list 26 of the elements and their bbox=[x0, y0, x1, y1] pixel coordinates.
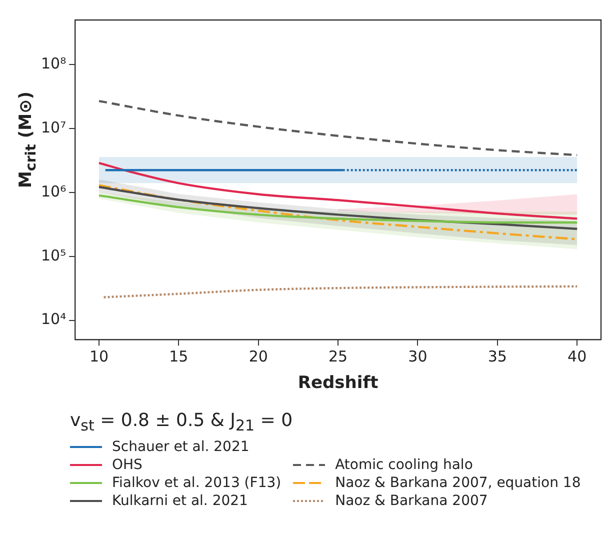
x-axis-title: Redshift bbox=[298, 373, 378, 394]
y-tick-label: 10⁸ bbox=[40, 54, 66, 73]
line-series bbox=[98, 186, 578, 230]
x-tick-label: 15 bbox=[169, 347, 188, 366]
legend-label: Atomic cooling halo bbox=[335, 456, 473, 473]
legend-label: OHS bbox=[112, 456, 142, 473]
x-tick-label: 35 bbox=[488, 347, 507, 366]
line-series bbox=[98, 162, 578, 220]
y-tick-label: 10⁴ bbox=[40, 310, 66, 328]
x-tick-label: 40 bbox=[568, 347, 587, 366]
legend-title: v$_{st}$ = 0.8 ± 0.5 & J$_{21}$ = 0 bbox=[70, 410, 294, 435]
x-tick-label: 25 bbox=[328, 347, 348, 366]
legend-label: Schauer et al. 2021 bbox=[112, 438, 250, 455]
y-tick-label: 10⁵ bbox=[40, 246, 66, 264]
legend-label: Naoz & Barkana 2007, equation 18 bbox=[335, 474, 581, 491]
legend-label: Fialkov et al. 2013 (F13) bbox=[112, 474, 282, 491]
legend-label: Kulkarni et al. 2021 bbox=[112, 492, 248, 509]
line-series bbox=[98, 194, 578, 224]
x-tick-label: 10 bbox=[89, 347, 109, 366]
line-series bbox=[102, 285, 578, 298]
legend-label: Naoz & Barkana 2007 bbox=[335, 492, 488, 509]
x-tick-label: 20 bbox=[248, 347, 268, 366]
y-tick-label: 10⁶ bbox=[40, 182, 66, 200]
x-tick-label: 30 bbox=[408, 347, 428, 366]
y-tick-label: 10⁷ bbox=[40, 118, 66, 136]
line-series bbox=[98, 100, 578, 156]
